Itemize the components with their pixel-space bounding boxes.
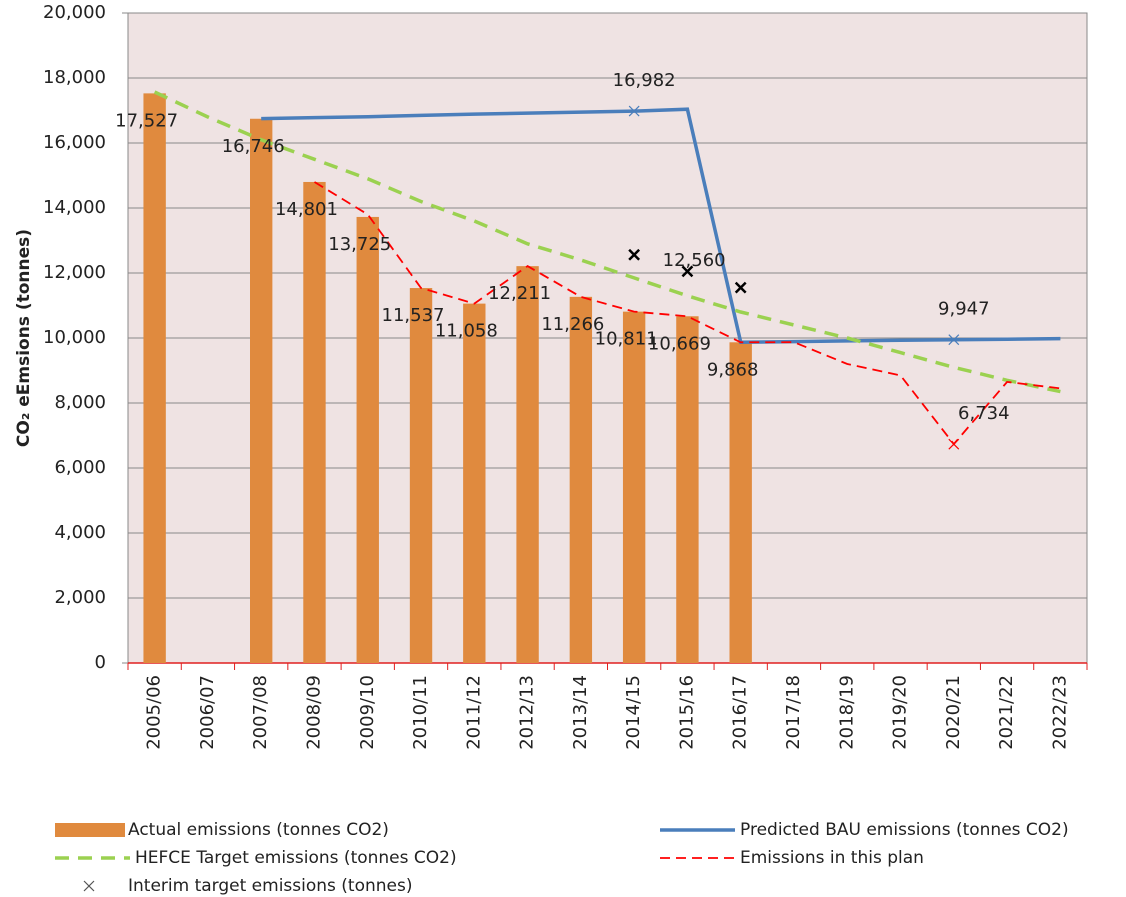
data-label: 6,734 — [958, 403, 1010, 424]
x-tick-label: 2006/07 — [197, 675, 218, 750]
y-tick-label: 14,000 — [43, 197, 106, 218]
legend-label: Predicted BAU emissions (tonnes CO2) — [740, 820, 1069, 840]
bar — [409, 288, 433, 663]
y-tick-label: 18,000 — [43, 67, 106, 88]
y-tick-label: 0 — [95, 652, 106, 673]
bar — [463, 303, 486, 663]
bar — [303, 181, 326, 663]
y-tick-label: 8,000 — [54, 392, 106, 413]
data-label: 11,266 — [541, 314, 604, 335]
y-tick-label: 4,000 — [54, 522, 106, 543]
y-tick-label: 6,000 — [54, 457, 106, 478]
bar — [516, 266, 539, 663]
y-axis-title: CO₂ eEmsions (tonnes) — [14, 229, 34, 447]
legend-swatch — [83, 880, 95, 892]
marker — [681, 265, 694, 278]
x-tick-label: 2012/13 — [517, 675, 538, 750]
legend-label: Emissions in this plan — [740, 848, 924, 868]
x-tick-label: 2009/10 — [357, 675, 378, 750]
data-label: 17,527 — [115, 110, 178, 131]
y-tick-label: 20,000 — [43, 2, 106, 23]
x-tick-label: 2005/06 — [144, 675, 165, 750]
bar — [250, 118, 273, 663]
legend-swatch — [55, 823, 125, 837]
data-label: 13,725 — [328, 234, 391, 255]
marker — [734, 281, 747, 294]
series-line — [261, 107, 1061, 344]
x-tick-label: 2011/12 — [463, 675, 484, 750]
legend-label: Actual emissions (tonnes CO2) — [128, 820, 389, 840]
legend-label: Interim target emissions (tonnes) — [128, 876, 413, 896]
x-tick-label: 2018/19 — [836, 675, 857, 750]
x-tick-label: 2020/21 — [943, 675, 964, 750]
x-tick-label: 2010/11 — [410, 675, 431, 750]
marker — [628, 248, 641, 261]
data-label: 10,811 — [595, 329, 658, 350]
series-line — [153, 90, 1061, 394]
bar — [569, 296, 593, 663]
y-tick-label: 16,000 — [43, 132, 106, 153]
data-label: 12,211 — [488, 283, 551, 304]
bar — [729, 342, 752, 663]
marker — [948, 438, 960, 450]
data-label: 12,560 — [663, 250, 726, 271]
series-line — [314, 181, 1061, 446]
data-label: 9,868 — [707, 359, 759, 380]
x-tick-label: 2013/14 — [570, 675, 591, 750]
data-label: 11,537 — [382, 305, 445, 326]
marker — [628, 105, 640, 117]
bar — [622, 311, 646, 663]
data-label: 16,746 — [222, 136, 285, 157]
x-tick-label: 2015/16 — [676, 675, 697, 750]
data-label: 16,982 — [613, 70, 676, 91]
y-tick-label: 10,000 — [43, 327, 106, 348]
marker — [948, 334, 960, 346]
bar — [676, 316, 699, 663]
data-label: 14,801 — [275, 199, 338, 220]
bar — [143, 93, 166, 663]
data-label: 10,669 — [648, 333, 711, 354]
x-tick-label: 2021/22 — [996, 675, 1017, 750]
data-label: 9,947 — [938, 299, 990, 320]
x-tick-label: 2017/18 — [783, 675, 804, 750]
x-tick-label: 2007/08 — [250, 675, 271, 750]
x-tick-label: 2019/20 — [890, 675, 911, 750]
y-tick-label: 2,000 — [54, 587, 106, 608]
bar — [356, 216, 379, 663]
x-tick-label: 2008/09 — [303, 675, 324, 750]
x-tick-label: 2014/15 — [623, 675, 644, 750]
legend-label: HEFCE Target emissions (tonnes CO2) — [135, 848, 457, 868]
y-tick-label: 12,000 — [43, 262, 106, 283]
x-tick-label: 2016/17 — [730, 675, 751, 750]
x-tick-label: 2022/23 — [1049, 675, 1070, 750]
data-label: 11,058 — [435, 321, 498, 342]
